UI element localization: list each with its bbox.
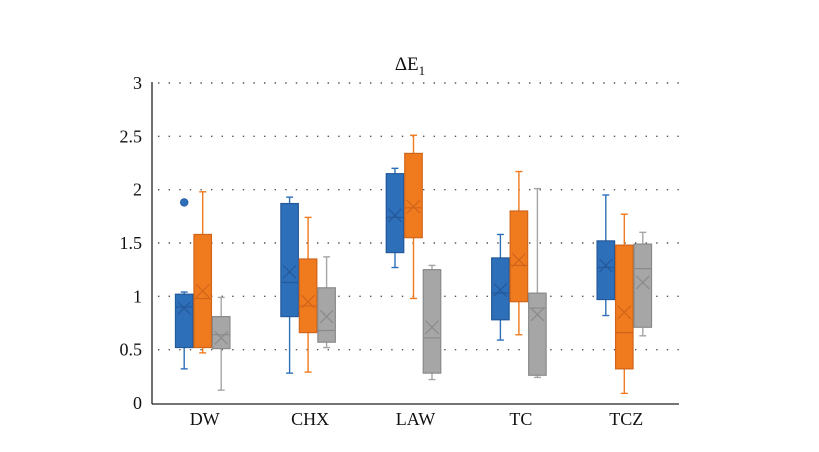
y-tick-label: 0.5 [120, 340, 143, 360]
box-iqr [633, 243, 653, 328]
x-category-label: LAW [396, 409, 436, 429]
box-tc-series-1 [491, 233, 510, 341]
box-iqr [528, 292, 547, 376]
x-category-label: DW [190, 409, 220, 429]
box-tcz-series-2 [614, 213, 634, 395]
mean-marker [425, 320, 439, 335]
mean-marker [617, 305, 632, 320]
chart-title: ΔE1 [395, 54, 425, 78]
y-tick-label: 1.5 [120, 233, 143, 253]
mean-marker [214, 331, 229, 345]
y-tick-label: 2.5 [120, 126, 143, 146]
chart-title-subscript: 1 [419, 63, 426, 78]
y-tick-label: 1 [133, 286, 142, 306]
box-law-series-1 [385, 167, 405, 269]
mean-marker [493, 283, 508, 297]
y-axis-ticks: 0 0.5 1 1.5 2 2.5 3 [120, 73, 143, 413]
mean-marker [195, 284, 210, 298]
box-chx-series-3 [317, 256, 336, 349]
box-law-series-2 [404, 134, 423, 300]
y-tick-label: 3 [133, 73, 142, 93]
outlier-point [179, 198, 189, 207]
box-iqr [422, 269, 442, 374]
mean-marker [406, 199, 421, 214]
box-chx-series-2 [298, 216, 318, 373]
box-iqr [385, 173, 405, 254]
mean-marker [282, 264, 297, 279]
box-iqr [211, 316, 231, 350]
box-iqr [298, 258, 318, 334]
mean-marker [388, 208, 402, 223]
box-tcz-series-3 [633, 231, 653, 337]
mean-marker [598, 258, 613, 273]
mean-marker [530, 307, 545, 322]
mean-marker [511, 253, 526, 267]
x-axis-category-labels: DW CHX LAW TC TCZ [190, 409, 644, 429]
box-iqr [596, 240, 616, 301]
box-iqr [614, 244, 634, 370]
box-iqr [491, 257, 510, 321]
box-tc-series-3 [528, 187, 547, 379]
boxes [174, 134, 653, 395]
box-dw-series-2 [193, 191, 213, 354]
y-tick-label: 0 [133, 393, 142, 413]
box-tcz-series-1 [596, 194, 616, 317]
box-tc-series-2 [509, 170, 529, 336]
box-dw-series-1 [174, 198, 194, 370]
x-category-label: CHX [291, 409, 329, 429]
box-law-series-3 [422, 264, 442, 381]
box-iqr [317, 287, 336, 343]
x-category-label: TC [509, 409, 532, 429]
x-category-label: TCZ [609, 409, 643, 429]
chart-title-main: ΔE [395, 54, 419, 75]
box-iqr [404, 152, 423, 239]
mean-marker [301, 294, 316, 309]
box-chx-series-1 [280, 196, 299, 374]
box-dw-series-3 [211, 296, 231, 391]
y-tick-label: 2 [133, 180, 142, 200]
axes [151, 82, 679, 405]
mean-marker [177, 301, 192, 315]
box-iqr [280, 202, 299, 318]
mean-marker [319, 309, 334, 324]
mean-marker [635, 275, 650, 290]
box-iqr [509, 210, 529, 303]
